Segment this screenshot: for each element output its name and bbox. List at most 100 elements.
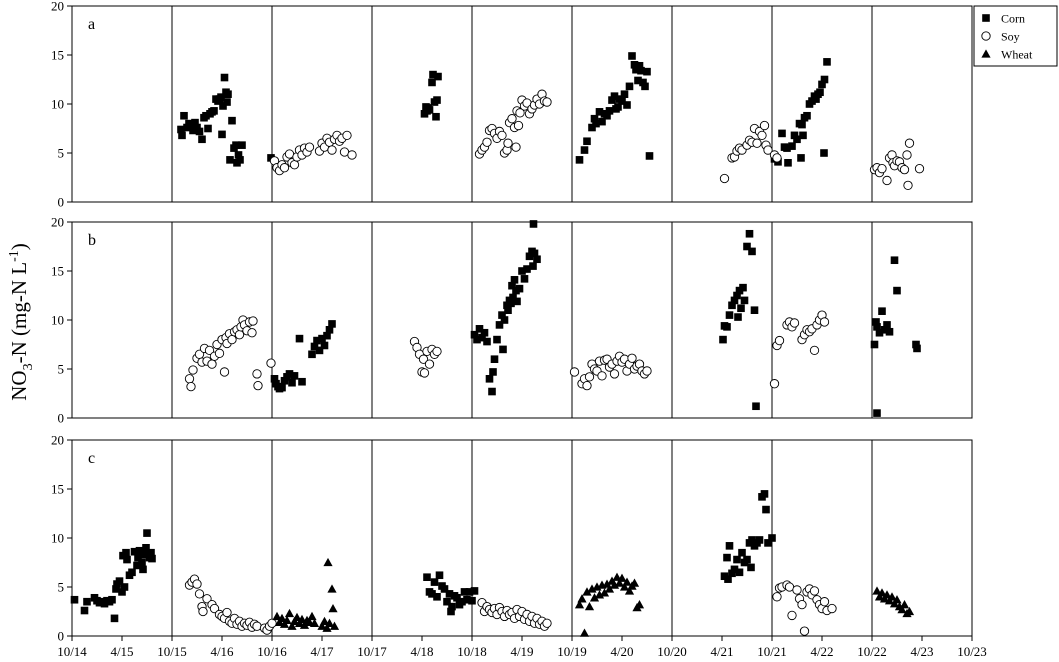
corn-point [873, 409, 881, 417]
soy-point [819, 317, 830, 327]
soy-point [772, 592, 782, 602]
soy-point [192, 579, 202, 589]
corn-point [445, 590, 454, 598]
soy-point [418, 354, 429, 364]
corn-point [429, 70, 437, 79]
soy-point [515, 108, 525, 118]
soy-point [774, 335, 785, 346]
corn-point [750, 306, 759, 314]
corn-point [890, 256, 899, 265]
corn-point [130, 547, 139, 556]
points [184, 220, 921, 417]
soy-point [202, 594, 212, 604]
y-tick-label: 5 [58, 580, 65, 595]
soy-point [252, 369, 262, 379]
corn-point [733, 555, 741, 564]
x-tick-label: 10/16 [257, 644, 287, 659]
corn-point [883, 321, 891, 329]
corn-point [639, 78, 647, 87]
wheat-point [272, 611, 282, 621]
soy-point [209, 603, 220, 614]
x-tick-label: 10/19 [557, 644, 587, 659]
soy-point [267, 618, 277, 628]
corn-point [623, 101, 631, 109]
corn-point [210, 107, 218, 115]
corn-point [723, 553, 731, 562]
corn-point [143, 529, 151, 537]
corn-point [747, 563, 755, 572]
points [70, 490, 915, 637]
soy-point [904, 138, 915, 148]
wheat-point [892, 595, 902, 604]
corn-point [605, 107, 614, 115]
y-tick-label: 5 [58, 146, 65, 161]
corn-point [83, 597, 91, 606]
panel-frame [71, 221, 973, 419]
corn-point [285, 370, 294, 378]
corn-point [760, 490, 769, 498]
y-tick-label: 15 [51, 482, 64, 497]
corn-point [728, 569, 736, 578]
corn-point [637, 66, 645, 75]
corn-point [610, 92, 619, 100]
corn-point [495, 321, 504, 329]
corn-point [458, 597, 466, 606]
soy-point [419, 368, 430, 378]
wheat-point [319, 616, 330, 625]
soy-point [902, 150, 912, 160]
corn-point [618, 97, 626, 105]
soy-point [347, 150, 357, 160]
soy-point [248, 316, 258, 326]
corn-point [70, 595, 79, 604]
points [177, 52, 925, 190]
corn-point [525, 252, 534, 261]
corn-point [628, 52, 636, 60]
y-tick-label: 0 [58, 195, 65, 210]
x-tick-label: 10/15 [157, 644, 187, 659]
corn-point [443, 597, 451, 606]
corn-point [504, 306, 512, 314]
soy-point [609, 369, 620, 379]
corn-point [290, 372, 299, 380]
corn-point [870, 340, 879, 349]
corn-point [202, 111, 210, 120]
corn-point [115, 577, 124, 585]
corn-point [193, 123, 201, 132]
corn-point [488, 387, 496, 396]
corn-point [529, 220, 538, 228]
y-tick-label: 0 [58, 629, 65, 644]
wheat-point [624, 586, 635, 595]
corn-point [434, 72, 442, 81]
corn-point [234, 151, 243, 159]
corn-point [797, 154, 805, 162]
corn-point [728, 301, 736, 310]
panel-b: 0 5 10 15 20 b [51, 215, 973, 426]
x-tick-label: 10/23 [957, 644, 987, 659]
corn-point [500, 316, 509, 324]
corn-point [270, 375, 279, 383]
corn-point [195, 127, 204, 136]
corn-point [447, 607, 455, 616]
soy-point [247, 328, 257, 338]
corn-point [530, 249, 539, 258]
corn-point [428, 590, 436, 598]
corn-point [778, 129, 786, 138]
corn-point [812, 95, 820, 103]
wheat-point [277, 613, 287, 623]
corn-point [219, 102, 227, 110]
soy-point [184, 374, 195, 384]
legend: Corn Soy Wheat [973, 5, 1058, 67]
corn-point [872, 318, 880, 326]
corn-point [590, 114, 599, 123]
y-tick-label: 10 [51, 313, 64, 328]
corn-point [820, 149, 828, 157]
corn-point [740, 296, 749, 305]
corn-point [730, 296, 739, 305]
x-tick-label: 4/23 [910, 644, 933, 659]
x-tick-label: 4/21 [710, 644, 733, 659]
corn-point [135, 546, 144, 555]
soy-point [511, 142, 521, 152]
corn-point [490, 355, 499, 363]
wheat-point [887, 592, 897, 601]
corn-point [580, 146, 589, 154]
